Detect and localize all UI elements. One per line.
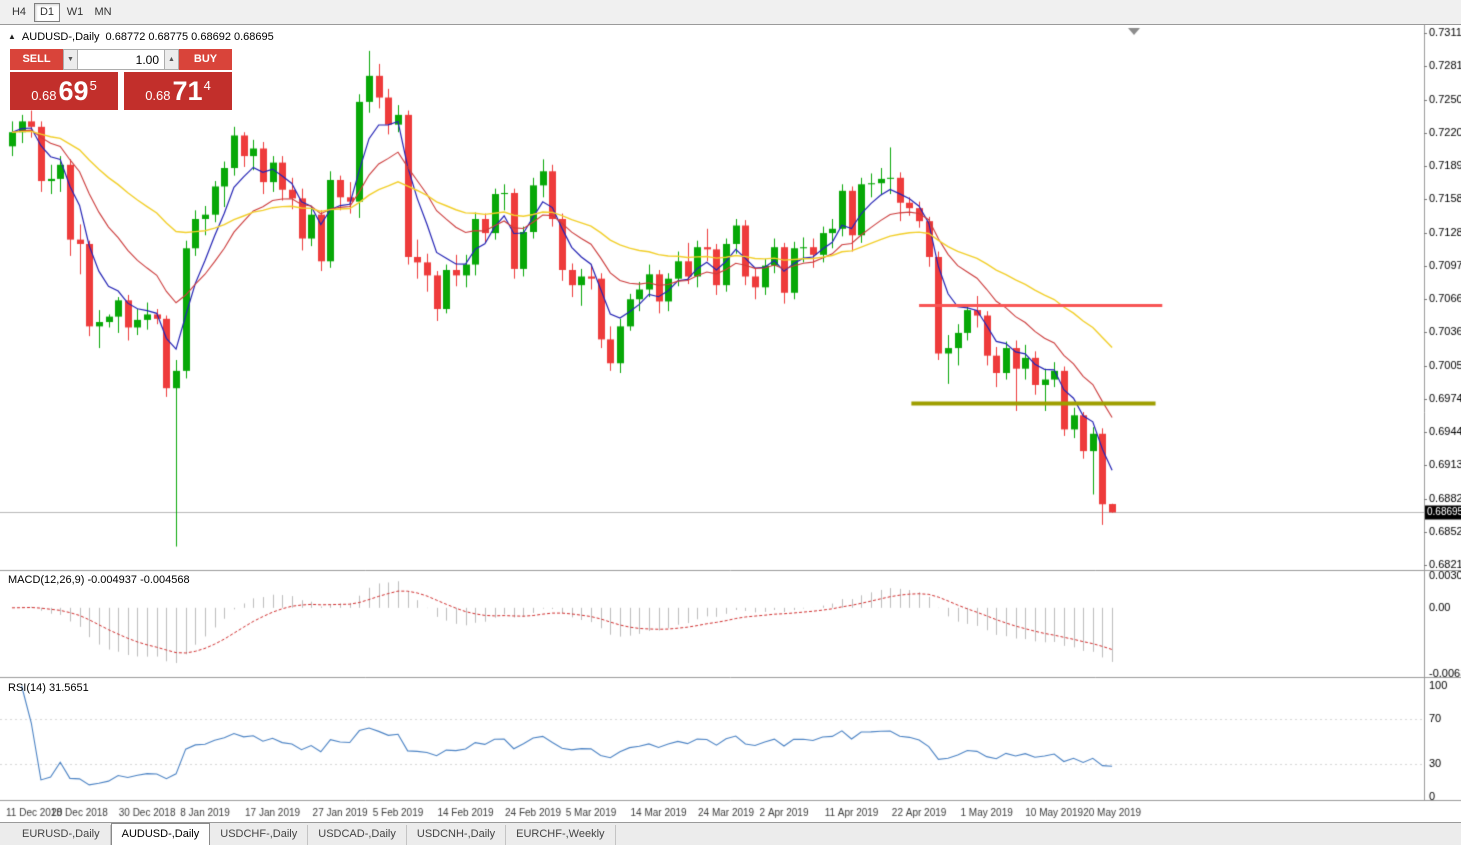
sell-price-button[interactable]: 0.68 69 5 [10, 72, 118, 110]
chart-tab-usdchf-daily[interactable]: USDCHF-,Daily [210, 825, 309, 845]
sell-price-big: 69 [58, 76, 89, 106]
one-click-trading-panel: SELL ▼ ▲ BUY 0.68 69 5 0.68 71 4 [10, 49, 232, 110]
one-click-trading-toggle-icon[interactable]: ▲ [8, 32, 16, 41]
sell-price-prefix: 0.68 [31, 88, 57, 103]
chart-symbol-period: AUDUSD-,Daily [21, 31, 100, 43]
trade-controls-row: SELL ▼ ▲ BUY [10, 49, 232, 70]
macd-indicator-header: MACD(12,26,9) -0.004937 -0.004568 [8, 574, 190, 586]
chart-ohlc-values: 0.68772 0.68775 0.68692 0.68695 [105, 31, 274, 43]
buy-button[interactable]: BUY [179, 49, 232, 70]
timeframe-button-h4[interactable]: H4 [11, 5, 27, 18]
rsi-indicator-header: RSI(14) 31.5651 [8, 682, 89, 694]
timeframe-button-d1[interactable]: D1 [34, 2, 60, 22]
timeframe-toolbar: H4 D1 W1 MN [0, 0, 1461, 25]
buy-price-sup: 4 [203, 78, 211, 93]
chart-ohlc-header: ▲ AUDUSD-,Daily 0.68772 0.68775 0.68692 … [8, 31, 274, 43]
trade-prices-row: 0.68 69 5 0.68 71 4 [10, 72, 232, 110]
lot-increase-icon[interactable]: ▲ [164, 49, 179, 70]
buy-price-button[interactable]: 0.68 71 4 [124, 72, 232, 110]
chart-tabbar: EURUSD-,Daily AUDUSD-,Daily USDCHF-,Daily U… [0, 822, 1461, 845]
lot-size-input[interactable] [78, 49, 164, 70]
chart-tab-audusd-daily[interactable]: AUDUSD-,Daily [110, 823, 211, 845]
sell-button[interactable]: SELL [10, 49, 63, 70]
buy-price-big: 71 [172, 76, 203, 106]
chart-tab-usdcnh-daily[interactable]: USDCNH-,Daily [407, 825, 507, 845]
sell-price-sup: 5 [89, 78, 97, 93]
timeframe-button-w1[interactable]: W1 [66, 5, 84, 18]
lot-decrease-icon[interactable]: ▼ [63, 49, 78, 70]
buy-price-prefix: 0.68 [145, 88, 171, 103]
chart-tab-eurusd-daily[interactable]: EURUSD-,Daily [12, 825, 111, 845]
chart-tab-eurchf-weekly[interactable]: EURCHF-,Weekly [506, 825, 616, 845]
timeframe-button-mn[interactable]: MN [94, 5, 112, 18]
chart-canvas[interactable] [0, 25, 1461, 822]
chart-tab-usdcad-daily[interactable]: USDCAD-,Daily [308, 825, 407, 845]
